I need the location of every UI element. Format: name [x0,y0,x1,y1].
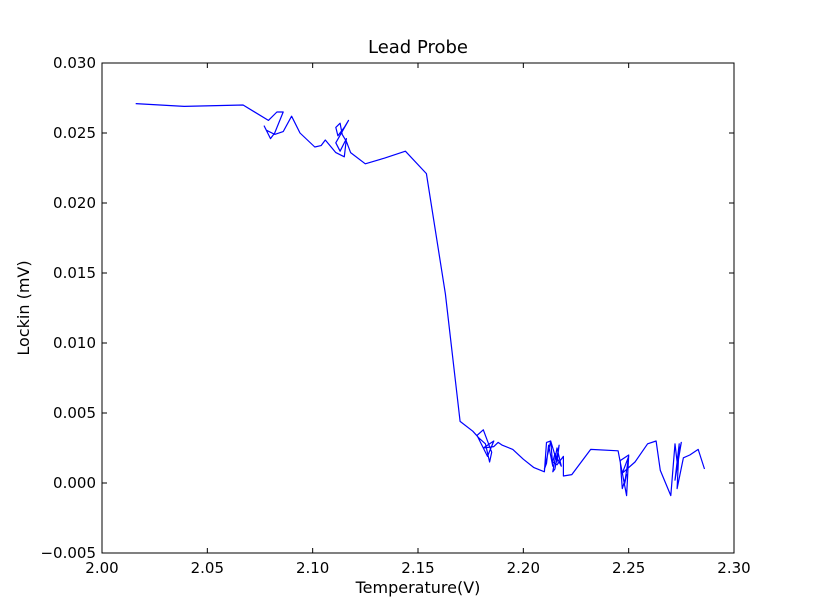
y-tick-label: −0.005 [40,544,96,562]
x-axis: 2.00 2.05 2.10 2.15 2.20 2.25 2.30 [85,63,751,577]
y-axis-label: Lockin (mV) [14,260,33,355]
y-tick-label: 0.030 [53,54,96,72]
plot-area [101,62,735,554]
x-axis-label: Temperature(V) [355,578,481,597]
x-tick-label: 2.25 [612,559,645,577]
y-tick-label: 0.000 [53,474,96,492]
x-tick-label: 2.30 [717,559,750,577]
x-tick-label: 2.20 [507,559,540,577]
chart-title: Lead Probe [368,37,468,58]
x-tick-label: 2.10 [296,559,329,577]
y-tick-label: 0.005 [53,404,96,422]
x-tick-label: 2.00 [85,559,118,577]
y-tick-label: 0.010 [53,334,96,352]
series-line [135,103,706,497]
y-tick-label: 0.025 [53,124,96,142]
y-axis: −0.005 0.000 0.005 0.010 0.015 0.020 0.025 0.03… [40,54,734,562]
y-tick-label: 0.015 [53,264,96,282]
plot-background [102,63,734,553]
x-tick-label: 2.15 [401,559,434,577]
y-tick-label: 0.020 [53,194,96,212]
x-tick-label: 2.05 [191,559,224,577]
